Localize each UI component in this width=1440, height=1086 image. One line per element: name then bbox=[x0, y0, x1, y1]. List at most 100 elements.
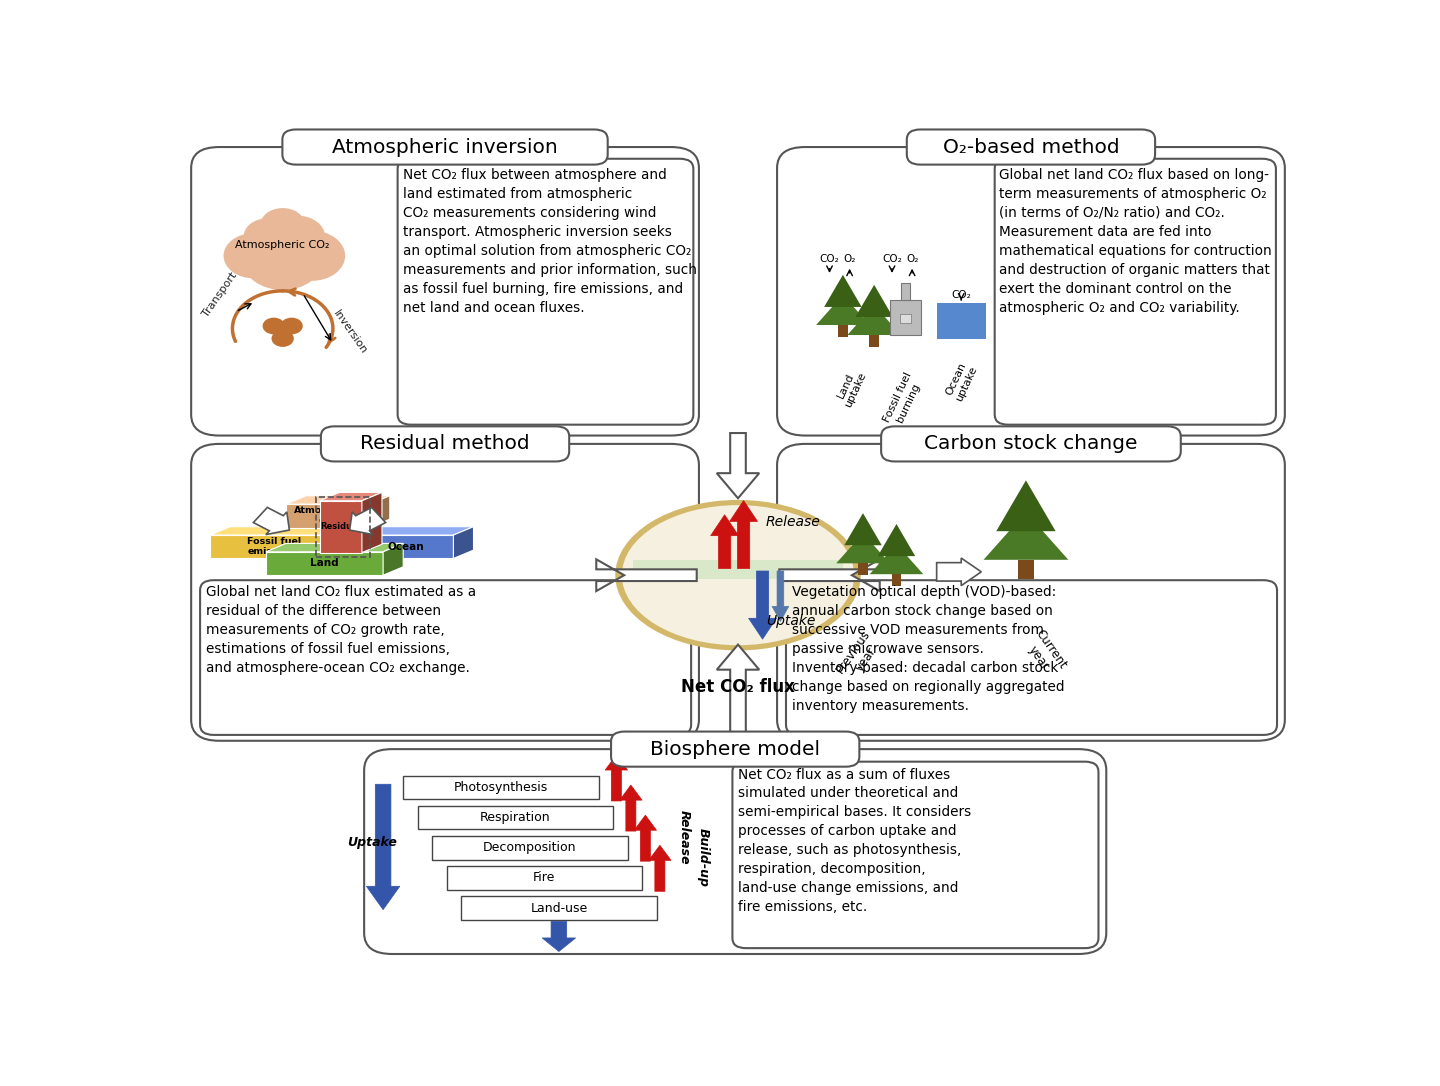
Polygon shape bbox=[320, 501, 361, 553]
Text: Net CO₂ flux: Net CO₂ flux bbox=[681, 678, 795, 696]
Circle shape bbox=[223, 233, 284, 278]
Polygon shape bbox=[824, 275, 861, 307]
Polygon shape bbox=[287, 495, 390, 504]
Polygon shape bbox=[446, 867, 642, 889]
Text: Release: Release bbox=[678, 810, 691, 864]
Text: Build-up: Build-up bbox=[697, 829, 710, 887]
Text: Inversion: Inversion bbox=[331, 308, 369, 356]
Polygon shape bbox=[996, 480, 1056, 531]
Text: Atmospheric inversion: Atmospheric inversion bbox=[333, 138, 557, 156]
FancyBboxPatch shape bbox=[995, 159, 1276, 425]
Text: Land: Land bbox=[310, 558, 338, 568]
Polygon shape bbox=[936, 303, 986, 339]
Polygon shape bbox=[266, 552, 383, 576]
Polygon shape bbox=[210, 535, 338, 558]
FancyBboxPatch shape bbox=[192, 444, 698, 741]
Polygon shape bbox=[266, 543, 403, 552]
FancyBboxPatch shape bbox=[397, 159, 694, 425]
Text: Fire: Fire bbox=[533, 871, 556, 884]
Text: Atmospheric
CO₂: Atmospheric CO₂ bbox=[294, 506, 361, 526]
Text: CO₂: CO₂ bbox=[819, 254, 840, 265]
Circle shape bbox=[262, 317, 285, 334]
Polygon shape bbox=[816, 295, 870, 325]
Polygon shape bbox=[772, 571, 789, 621]
Polygon shape bbox=[858, 564, 868, 576]
Text: Photosynthesis: Photosynthesis bbox=[454, 781, 549, 794]
FancyBboxPatch shape bbox=[192, 147, 698, 435]
Polygon shape bbox=[461, 896, 657, 920]
Text: Decomposition: Decomposition bbox=[482, 842, 576, 855]
Polygon shape bbox=[619, 785, 642, 831]
Text: Uptake: Uptake bbox=[766, 615, 815, 629]
Polygon shape bbox=[891, 574, 901, 586]
Polygon shape bbox=[605, 755, 628, 801]
Text: Uptake: Uptake bbox=[347, 836, 397, 849]
Polygon shape bbox=[717, 433, 759, 498]
Polygon shape bbox=[338, 527, 359, 558]
Polygon shape bbox=[1018, 559, 1034, 579]
FancyBboxPatch shape bbox=[907, 129, 1155, 165]
Polygon shape bbox=[454, 527, 474, 558]
Polygon shape bbox=[730, 501, 757, 568]
Polygon shape bbox=[350, 507, 386, 534]
Text: Net CO₂ flux between atmosphere and
land estimated from atmospheric
CO₂ measurem: Net CO₂ flux between atmosphere and land… bbox=[403, 168, 697, 315]
Text: Release: Release bbox=[766, 515, 821, 529]
FancyBboxPatch shape bbox=[321, 427, 569, 462]
Text: O₂: O₂ bbox=[844, 254, 855, 265]
Text: Carbon stock change: Carbon stock change bbox=[924, 434, 1138, 453]
Polygon shape bbox=[541, 921, 576, 951]
Polygon shape bbox=[984, 513, 1068, 559]
FancyBboxPatch shape bbox=[778, 147, 1284, 435]
Polygon shape bbox=[634, 816, 657, 861]
Text: Atmospheric CO₂: Atmospheric CO₂ bbox=[235, 240, 330, 250]
Text: Fossil fuel
emissions: Fossil fuel emissions bbox=[248, 538, 301, 556]
Polygon shape bbox=[870, 544, 923, 574]
Text: Respiration: Respiration bbox=[480, 811, 550, 824]
Polygon shape bbox=[287, 504, 370, 528]
Polygon shape bbox=[717, 645, 759, 746]
Polygon shape bbox=[890, 300, 922, 336]
Circle shape bbox=[281, 317, 302, 334]
Text: CO₂: CO₂ bbox=[883, 254, 901, 265]
Text: Land-use: Land-use bbox=[530, 901, 588, 914]
Polygon shape bbox=[749, 571, 776, 640]
Polygon shape bbox=[383, 543, 403, 576]
Text: Residual: Residual bbox=[320, 522, 361, 531]
Polygon shape bbox=[632, 560, 844, 579]
Polygon shape bbox=[403, 775, 599, 799]
Polygon shape bbox=[779, 559, 880, 591]
FancyBboxPatch shape bbox=[778, 444, 1284, 741]
Polygon shape bbox=[711, 515, 739, 568]
Text: O₂: O₂ bbox=[906, 254, 919, 265]
Text: Land
uptake: Land uptake bbox=[832, 366, 868, 409]
FancyBboxPatch shape bbox=[733, 761, 1099, 948]
Polygon shape bbox=[936, 558, 981, 585]
Ellipse shape bbox=[615, 500, 861, 651]
Circle shape bbox=[243, 218, 292, 255]
FancyBboxPatch shape bbox=[282, 129, 608, 165]
Text: Fossil fuel
burning: Fossil fuel burning bbox=[881, 371, 924, 429]
FancyBboxPatch shape bbox=[786, 580, 1277, 735]
Polygon shape bbox=[648, 845, 671, 892]
Polygon shape bbox=[900, 314, 912, 323]
Polygon shape bbox=[901, 283, 910, 300]
Polygon shape bbox=[370, 495, 390, 528]
Polygon shape bbox=[359, 535, 454, 558]
Circle shape bbox=[272, 330, 294, 346]
Polygon shape bbox=[432, 836, 628, 859]
Polygon shape bbox=[878, 525, 916, 556]
Polygon shape bbox=[253, 507, 289, 534]
Polygon shape bbox=[844, 514, 881, 545]
Circle shape bbox=[269, 216, 325, 257]
Text: Global net land CO₂ flux estimated as a
residual of the difference between
measu: Global net land CO₂ flux estimated as a … bbox=[206, 585, 475, 675]
Text: Global net land CO₂ flux based on long-
term measurements of atmospheric O₂
(in : Global net land CO₂ flux based on long- … bbox=[999, 168, 1272, 315]
Text: Biosphere model: Biosphere model bbox=[651, 740, 821, 759]
Text: CO₂: CO₂ bbox=[952, 290, 971, 300]
Polygon shape bbox=[210, 527, 359, 535]
Polygon shape bbox=[870, 334, 878, 348]
Text: Ocean: Ocean bbox=[387, 542, 425, 552]
Polygon shape bbox=[837, 533, 890, 564]
Circle shape bbox=[278, 230, 346, 281]
Polygon shape bbox=[418, 806, 613, 830]
Circle shape bbox=[261, 209, 305, 241]
